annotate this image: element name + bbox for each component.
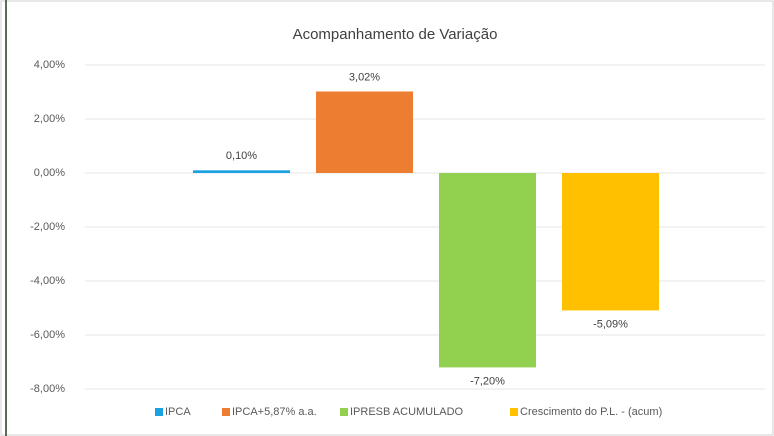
bar <box>562 173 659 311</box>
legend-swatch <box>340 408 348 416</box>
data-label: 3,02% <box>349 71 380 83</box>
legend-swatch <box>222 408 230 416</box>
y-tick-label: -4,00% <box>30 275 65 287</box>
data-label: 0,10% <box>226 150 257 162</box>
y-tick-label: 4,00% <box>34 59 65 71</box>
y-tick-label: 2,00% <box>34 113 65 125</box>
legend-label: Crescimento do P.L. - (acum) <box>520 406 662 418</box>
bar <box>316 91 413 173</box>
chart-title: Acompanhamento de Variação <box>293 26 498 43</box>
y-tick-label: -2,00% <box>30 221 65 233</box>
y-tick-label: -6,00% <box>30 329 65 341</box>
data-label: -7,20% <box>470 375 505 387</box>
legend-swatch <box>155 408 163 416</box>
data-label: -5,09% <box>593 318 628 330</box>
legend-swatch <box>510 408 518 416</box>
bar <box>193 170 290 173</box>
bar <box>439 173 536 368</box>
legend-label: IPRESB ACUMULADO <box>350 406 464 418</box>
legend-label: IPCA+5,87% a.a. <box>232 406 317 418</box>
y-tick-label: -8,00% <box>30 383 65 395</box>
y-tick-label: 0,00% <box>34 167 65 179</box>
legend-label: IPCA <box>165 406 191 418</box>
